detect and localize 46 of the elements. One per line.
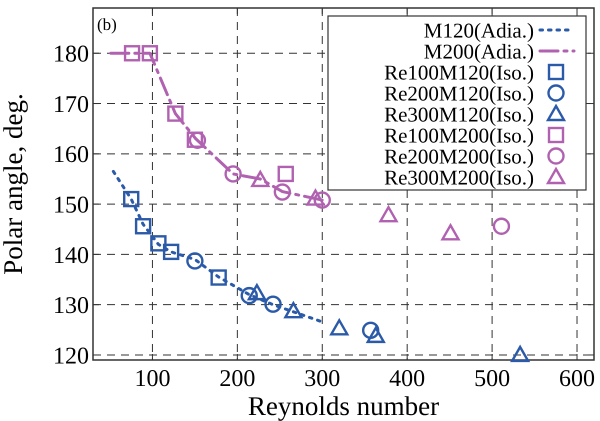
- point: [224, 165, 242, 183]
- point: [264, 295, 282, 313]
- point: [142, 45, 158, 62]
- y-tick-label: 180: [53, 42, 89, 68]
- point: [366, 326, 385, 344]
- point: [306, 189, 325, 206]
- point: [441, 224, 460, 240]
- y-tick-label: 160: [53, 142, 89, 168]
- point: [162, 244, 180, 260]
- annotation: (b): [97, 15, 117, 34]
- y-tick-label: 170: [53, 92, 89, 118]
- line-series: [112, 170, 322, 323]
- y-axis-title: Polar angle, deg.: [0, 93, 28, 275]
- point: [362, 322, 380, 340]
- point: [379, 206, 398, 222]
- point: [186, 252, 204, 270]
- point: [248, 284, 266, 300]
- point: [240, 286, 258, 304]
- y-tick-label: 130: [53, 293, 89, 320]
- point: [314, 191, 331, 209]
- x-tick-label: 300: [304, 366, 340, 392]
- x-tick-label: 100: [134, 366, 170, 392]
- y-tick-label: 140: [53, 242, 89, 269]
- point: [150, 235, 167, 252]
- y-tick-label: 120: [53, 343, 89, 370]
- point: [510, 346, 530, 362]
- point: [492, 218, 510, 235]
- x-tick-label: 500: [474, 366, 510, 392]
- x-tick-label: 200: [219, 366, 256, 392]
- x-axis-title: Reynolds number: [248, 391, 440, 421]
- x-tick-label: 400: [389, 366, 426, 392]
- y-tick-label: 150: [53, 192, 89, 219]
- point: [210, 269, 227, 286]
- point: [330, 319, 348, 336]
- point: [274, 183, 292, 201]
- point: [123, 190, 140, 208]
- point: [134, 218, 152, 234]
- point: [284, 302, 303, 318]
- point: [278, 166, 294, 182]
- point: [186, 132, 204, 148]
- x-tick-label: 600: [559, 366, 596, 392]
- point: [251, 170, 270, 188]
- point: [188, 132, 206, 149]
- point: [124, 45, 140, 62]
- legend-label: M120(Adia.): [424, 18, 534, 42]
- point: [167, 105, 184, 122]
